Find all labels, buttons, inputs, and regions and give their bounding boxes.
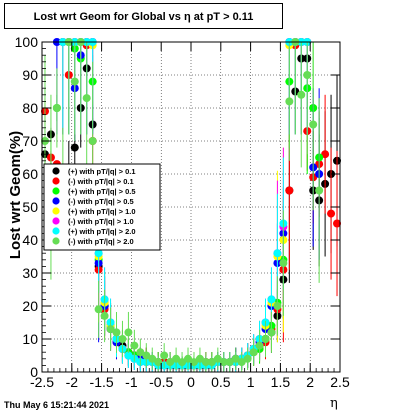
data-point — [88, 137, 97, 145]
data-point — [237, 358, 246, 367]
x-tick-label: -0.5 — [149, 374, 173, 390]
data-point — [267, 295, 276, 304]
legend-label: (+) with pT/|q| > 0.1 — [68, 167, 136, 176]
legend-label: (-) with pT/|q| > 0.5 — [68, 197, 134, 206]
data-point — [142, 351, 151, 360]
data-point — [100, 311, 109, 320]
y-axis-label: Lost wrt Geom(%) — [7, 131, 24, 259]
legend-marker — [52, 207, 60, 215]
data-point — [136, 348, 145, 357]
y-axis: 0 10 20 30 40 50 60 70 80 90 100 — [15, 34, 340, 380]
data-point — [309, 120, 318, 129]
data-point — [297, 90, 306, 99]
data-point — [148, 354, 157, 363]
data-point — [333, 219, 342, 228]
data-point — [118, 335, 127, 343]
legend-marker — [52, 167, 60, 175]
x-tick-label: 1 — [247, 374, 255, 390]
data-point — [112, 328, 121, 337]
data-point — [201, 358, 210, 367]
data-point — [70, 77, 79, 86]
data-point — [172, 354, 181, 363]
data-point — [327, 209, 336, 218]
y-tick-label: 90 — [22, 67, 38, 83]
y-tick-label: 80 — [22, 100, 38, 116]
data-point — [213, 354, 222, 363]
y-tick-label: 60 — [22, 166, 38, 182]
y-tick-label: 50 — [22, 199, 38, 215]
data-point — [267, 328, 276, 337]
x-tick-label: 2 — [306, 374, 314, 390]
data-point — [285, 186, 294, 195]
y-tick-label: 100 — [15, 34, 39, 50]
timestamp: Thu May 6 15:21:44 2021 — [4, 400, 110, 410]
legend-marker — [52, 197, 60, 205]
x-tick-label: -1 — [125, 374, 138, 390]
data-point — [315, 186, 324, 195]
legend-box — [43, 163, 161, 251]
data-point — [255, 341, 264, 350]
data-point — [195, 354, 204, 363]
legend-label: (+) with pT/|q| > 1.0 — [68, 207, 136, 216]
data-point — [160, 351, 169, 360]
data-point — [189, 358, 198, 367]
legend: (+) with pT/|q| > 0.1(-) with pT/|q| > 0… — [43, 163, 161, 251]
data-point — [94, 305, 103, 314]
data-point — [52, 104, 61, 112]
legend-marker — [52, 217, 60, 225]
y-tick-label: 40 — [22, 232, 38, 248]
legend-label: (+) with pT/|q| > 0.5 — [68, 187, 136, 196]
data-point — [303, 71, 312, 79]
data-point — [166, 358, 175, 367]
legend-marker — [52, 187, 60, 195]
data-point — [321, 150, 330, 159]
data-point — [225, 358, 234, 367]
y-tick-label: 0 — [30, 364, 38, 380]
x-tick-label: 2.5 — [330, 374, 350, 390]
data-point — [231, 354, 240, 363]
data-point — [82, 94, 91, 103]
data-point — [273, 302, 282, 310]
x-tick-label: -1.5 — [90, 374, 114, 390]
legend-label: (-) with pT/|q| > 1.0 — [68, 217, 134, 226]
data-point — [249, 348, 258, 357]
y-tick-label: 10 — [22, 331, 38, 347]
data-point — [207, 358, 216, 367]
x-tick-label: 1.5 — [271, 374, 291, 390]
data-point — [106, 325, 115, 334]
data-point — [184, 354, 193, 363]
legend-marker — [52, 177, 60, 185]
data-point — [154, 358, 163, 367]
data-point — [273, 249, 282, 258]
data-point — [124, 328, 133, 337]
data-point — [219, 358, 228, 367]
x-tick-label: -2.5 — [30, 374, 54, 390]
legend-marker — [52, 227, 60, 235]
legend-marker — [52, 237, 60, 245]
data-point — [279, 259, 288, 268]
data-point — [130, 341, 139, 350]
data-point — [261, 335, 270, 343]
data-point — [94, 249, 103, 258]
y-tick-label: 20 — [22, 298, 38, 314]
data-point — [178, 358, 187, 367]
chart-title: Lost wrt Geom for Global vs η at pT > 0.… — [4, 3, 283, 29]
legend-label: (+) with pT/|q| > 2.0 — [68, 227, 136, 236]
data-point — [243, 354, 252, 363]
legend-label: (-) with pT/|q| > 0.1 — [68, 177, 134, 186]
x-tick-label: 0.5 — [211, 374, 231, 390]
x-tick-label: 0 — [187, 374, 195, 390]
x-axis: -2.5 -2 -1.5 -1 -0.5 0 0.5 1 1.5 2 2.5 — [30, 42, 350, 390]
y-tick-label: 70 — [22, 133, 38, 149]
legend-label: (-) with pT/|q| > 2.0 — [68, 237, 134, 246]
data-point — [70, 143, 79, 152]
y-tick-label: 30 — [22, 265, 38, 281]
data-point — [124, 351, 133, 360]
x-axis-label: η — [330, 396, 338, 411]
data-point — [285, 97, 294, 106]
x-tick-label: -2 — [66, 374, 79, 390]
